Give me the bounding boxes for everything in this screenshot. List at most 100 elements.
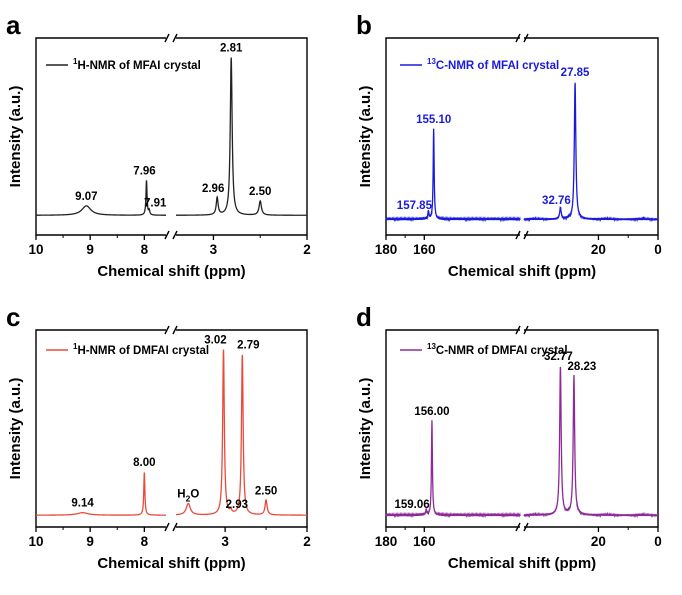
spectrum-line [36, 472, 166, 516]
x-axis-label: Chemical shift (ppm) [448, 555, 596, 572]
x-tick-label: 160 [413, 534, 436, 549]
axis-break-mark [164, 33, 170, 43]
axis-break-mark [172, 522, 178, 532]
peak-label: 7.91 [144, 198, 167, 210]
spectrum-line [175, 349, 307, 516]
panel-letter: b [356, 10, 372, 40]
peak-label: 157.85 [397, 200, 433, 212]
spectrum-line [385, 420, 521, 519]
axes-frame-right [524, 329, 659, 528]
x-tick-label: 160 [413, 242, 436, 257]
x-axis-label: Chemical shift (ppm) [448, 263, 596, 280]
peak-label-sub: 2 [186, 494, 191, 504]
x-tick-label: 10 [28, 534, 43, 549]
legend-label: 1H-NMR of DMFAI crystal [73, 342, 209, 357]
axis-break-mark [515, 230, 521, 240]
spectrum-line [176, 57, 307, 216]
peak-label: 159.06 [394, 499, 429, 511]
x-tick-label: 9 [86, 242, 94, 257]
y-axis-label: Intensity (a.u.) [357, 378, 374, 480]
legend-text: C-NMR of MFAI crystal [436, 60, 559, 72]
axes-frame-left [385, 329, 520, 528]
peak-label: 155.10 [416, 114, 451, 126]
panel-b: b 180 160 20 0 Chemical shift (ppm) Intensity … [356, 10, 662, 280]
x-tick-label: 3 [221, 534, 229, 549]
legend-text: H-NMR of DMFAI crystal [77, 345, 209, 357]
x-tick-label: 20 [591, 242, 606, 257]
axis-break-mark [172, 325, 178, 335]
axis-break-mark [515, 33, 521, 43]
x-tick-label: 10 [28, 242, 43, 257]
x-tick-label: 9 [86, 534, 94, 549]
x-tick-label: 2 [303, 242, 311, 257]
axes-frame-left [35, 37, 166, 236]
peak-label: 32.77 [544, 351, 573, 363]
axis-break-mark [523, 522, 529, 532]
peak-label: 2.79 [237, 340, 259, 352]
legend-label: 13C-NMR of MFAI crystal [427, 57, 559, 72]
spectrum-line [523, 366, 659, 519]
peak-label: 9.14 [71, 498, 94, 510]
axis-break-mark [515, 522, 521, 532]
panel-letter: a [6, 10, 21, 40]
axes-frame-left [385, 37, 520, 236]
axis-break-mark [523, 33, 529, 43]
x-tick-label: 20 [591, 534, 606, 549]
panel-d: d 180 160 20 0 Chemical shift (ppm) Intensity … [356, 302, 662, 572]
y-axis-label: Intensity (a.u.) [7, 86, 24, 188]
x-tick-label: 0 [654, 534, 662, 549]
y-axis-label: Intensity (a.u.) [357, 86, 374, 188]
y-axis-label: Intensity (a.u.) [7, 378, 24, 480]
peak-label: 3.02 [204, 335, 226, 347]
legend-text: C-NMR of DMFAI crystal [436, 345, 568, 357]
legend-sup: 13 [427, 342, 436, 351]
spectrum-line [523, 82, 659, 223]
legend-label: 1H-NMR of MFAI crystal [73, 57, 201, 72]
axes-frame-right [176, 37, 308, 236]
peak-label: 2.81 [220, 43, 243, 55]
peak-label: 156.00 [414, 406, 449, 418]
x-axis-label: Chemical shift (ppm) [97, 555, 245, 572]
peak-label: H2O [177, 489, 199, 504]
legend-label: 13C-NMR of DMFAI crystal [427, 342, 568, 357]
peak-label: 9.07 [75, 191, 97, 203]
axis-break-mark [523, 325, 529, 335]
peak-label-part: O [190, 489, 199, 501]
peak-label: 2.50 [249, 186, 271, 198]
peak-label: 7.96 [133, 166, 155, 178]
axes-frame-right [524, 37, 659, 236]
peak-label: 8.00 [133, 457, 155, 469]
panel-letter: d [356, 302, 372, 332]
panel-c: c 10 9 8 3 2 Chemical shift (ppm) Intensity (a.… [6, 302, 311, 572]
peak-label: 2.93 [226, 499, 248, 511]
x-tick-label: 2 [303, 534, 311, 549]
axis-break-mark [164, 522, 170, 532]
spectrum-line [36, 180, 166, 216]
legend-sup: 13 [427, 57, 436, 66]
x-axis-label: Chemical shift (ppm) [97, 263, 245, 280]
axis-break-mark [172, 33, 178, 43]
x-tick-label: 8 [141, 242, 149, 257]
axes-frame-right [176, 329, 308, 528]
peak-label: 27.85 [561, 67, 590, 79]
legend-sup: 1 [73, 57, 78, 66]
legend-text: H-NMR of MFAI crystal [77, 60, 200, 72]
x-tick-label: 3 [210, 242, 218, 257]
x-tick-label: 180 [375, 534, 398, 549]
axis-break-mark [172, 230, 178, 240]
axis-break-mark [515, 325, 521, 335]
spectrum-line [385, 128, 521, 223]
peak-label: 32.76 [542, 195, 571, 207]
axis-break-mark [164, 230, 170, 240]
panel-letter: c [6, 302, 20, 332]
peak-label: 28.23 [568, 361, 597, 373]
x-tick-label: 180 [375, 242, 398, 257]
peak-label: 2.96 [202, 183, 224, 195]
axis-break-mark [523, 230, 529, 240]
peak-label: 2.50 [255, 485, 277, 497]
legend-sup: 1 [73, 342, 78, 351]
panel-a: a 10 9 8 3 2 Chemical shift (ppm) Intensity (a.… [6, 10, 311, 280]
axes-frame-left [35, 329, 166, 528]
x-tick-label: 8 [141, 534, 149, 549]
